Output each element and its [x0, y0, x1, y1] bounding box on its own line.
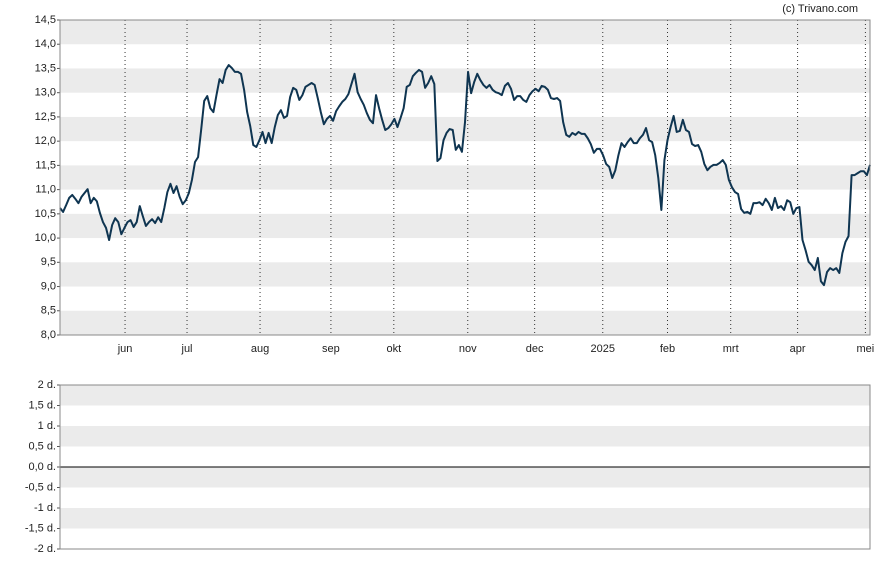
plot-border	[59, 19, 871, 336]
y-tick-label: 12,0	[35, 135, 56, 147]
grid-band	[60, 165, 870, 190]
y-tick-label: 10,5	[35, 208, 56, 220]
y-tick-label: 14,0	[35, 38, 56, 50]
y-tick-label: -1 d.	[34, 502, 56, 514]
x-tick-label: feb	[660, 343, 675, 355]
plot-border	[59, 384, 871, 550]
grid-band	[60, 508, 870, 529]
grid-band	[60, 385, 870, 406]
y-tick-label: 14,5	[35, 14, 56, 26]
y-tick-label: -2 d.	[34, 543, 56, 555]
y-tick-label: 0,0 d.	[28, 461, 56, 473]
price-line	[59, 64, 871, 287]
y-tick-label: 9,5	[41, 256, 56, 268]
grid-band	[60, 310, 870, 335]
x-tick-label: mei	[857, 343, 875, 355]
y-tick-label: -1,5 d.	[25, 522, 56, 534]
x-tick-label: jun	[117, 343, 133, 355]
x-tick-label: okt	[386, 343, 401, 355]
y-tick-label: 12,5	[35, 111, 56, 123]
y-tick-label: 9,0	[41, 280, 56, 292]
y-tick-label: 10,0	[35, 232, 56, 244]
x-tick-label: aug	[251, 343, 269, 355]
x-tick-label: apr	[790, 343, 806, 355]
y-tick-label: 1,5 d.	[28, 399, 56, 411]
y-tick-label: 13,5	[35, 62, 56, 74]
grid-band	[60, 467, 870, 488]
grid-band	[60, 20, 870, 45]
x-tick-label: mrt	[723, 343, 739, 355]
y-tick-label: 2 d.	[38, 379, 56, 391]
x-tick-label: dec	[526, 343, 544, 355]
grid-band	[60, 426, 870, 447]
y-tick-label: 0,5 d.	[28, 440, 56, 452]
grid-band	[60, 68, 870, 93]
grid-band	[60, 213, 870, 239]
y-tick-label: 11,0	[35, 184, 56, 196]
y-tick-label: 1 d.	[38, 420, 56, 432]
y-tick-label: 11,5	[35, 159, 56, 171]
y-tick-label: -0,5 d.	[25, 481, 56, 493]
credit: (c) Trivano.com	[782, 3, 858, 15]
x-tick-label: jul	[181, 343, 193, 355]
x-tick-label: sep	[322, 343, 340, 355]
y-tick-label: 13,0	[35, 87, 56, 99]
grid-band	[60, 262, 870, 287]
x-tick-label: 2025	[591, 343, 615, 355]
y-tick-label: 8,0	[41, 329, 56, 341]
y-tick-label: 8,5	[41, 305, 56, 317]
x-tick-label: nov	[459, 343, 477, 355]
